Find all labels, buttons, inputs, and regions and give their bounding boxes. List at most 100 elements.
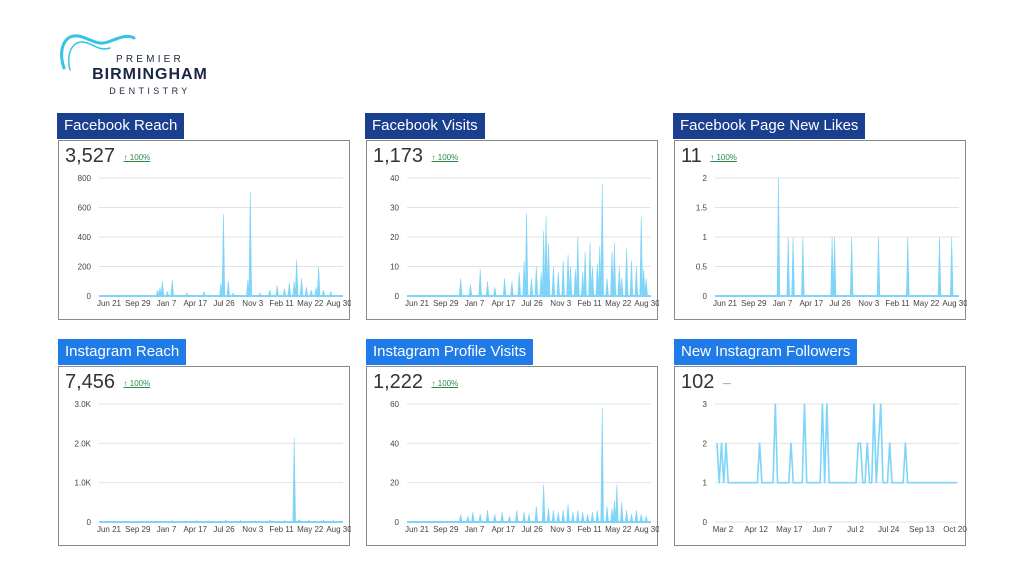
data-spike [522,512,526,523]
metric-change[interactable]: ↑ 100% [432,153,459,162]
x-tick-label: Jul 24 [878,525,900,534]
data-spike [321,290,326,297]
logo-line-3: DENTISTRY [109,86,191,96]
data-spike [615,484,619,523]
logo-line-1: PREMIER [116,54,184,65]
data-spike [294,259,299,297]
panel-title-new-instagram-followers: New Instagram Followers [674,339,858,365]
data-spike [585,514,590,523]
up-arrow-icon: ↑ [710,153,715,163]
data-spike [576,236,580,297]
x-tick-label: Jan 7 [465,299,485,308]
panel-title-facebook-visits: Facebook Visits [365,113,485,139]
data-spike [478,514,482,523]
data-spike [165,290,170,297]
metric-value: 1,173 [373,145,424,167]
data-spike [515,510,519,523]
x-tick-label: Sep 29 [433,525,459,534]
data-spike [639,216,643,297]
x-tick-label: Jan 7 [157,525,177,534]
change-percent: 100% [437,379,459,389]
data-spike [610,251,614,297]
x-tick-label: Aug 30 [326,525,351,534]
x-tick-label: Nov 3 [242,299,263,308]
data-spike [202,290,206,297]
x-tick-label: Jul 2 [847,525,864,534]
y-tick-label: 2.0K [75,439,92,448]
metric-change: — [722,379,731,389]
x-tick-label: Jun 21 [405,299,430,308]
data-spike [551,510,556,523]
panel-title-facebook-page-new-likes: Facebook Page New Likes [673,113,866,139]
metric-change[interactable]: ↑ 100% [432,379,459,388]
x-tick-label: Apr 17 [183,299,207,308]
data-spike [170,279,174,297]
data-spike [158,287,162,297]
series-line [716,403,957,484]
data-spike [568,266,573,297]
data-spike [610,508,614,523]
data-spike [292,281,296,297]
y-tick-label: 60 [390,400,399,409]
facebook-visits-panel: 1,173 ↑ 100% 40 30 20 10 0 Jun 21 Sep 29 Jan 7 A… [366,140,659,320]
data-spike [155,290,160,297]
data-spike [612,500,617,523]
facebook-reach-panel: 3,527 ↑ 100% 800 600 400 200 0 Jun 21 Sep 29 Ja… [58,140,351,320]
data-spike [458,278,463,297]
metric-change[interactable]: ↑ 100% [710,153,737,162]
metric-value: 102 [681,371,715,393]
y-tick-label: 0 [395,292,400,301]
data-spike [580,272,585,297]
data-spike [493,514,497,523]
logo-line-2: BIRMINGHAM [92,66,208,83]
data-spike [258,292,262,297]
data-spike [471,512,475,523]
panel-title-instagram-profile-visits: Instagram Profile Visits [366,339,534,365]
data-spike [238,519,243,523]
data-spike [493,287,497,297]
data-spike [297,519,302,523]
x-tick-label: Sep 29 [125,525,151,534]
data-spike [458,514,463,523]
data-spike [600,407,604,523]
metric-value: 3,527 [65,145,116,167]
metric-change[interactable]: ↑ 100% [124,379,151,388]
x-tick-label: Aug 30 [326,299,351,308]
panel-title-instagram-reach: Instagram Reach [58,339,187,365]
data-spike [478,269,482,297]
x-tick-label: Jun 21 [97,525,122,534]
metric-change[interactable]: ↑ 100% [124,153,151,162]
data-spike [304,287,309,297]
data-spike [231,292,236,297]
data-spike [566,254,570,297]
up-arrow-icon: ↑ [431,379,436,389]
metric-value: 11 [681,145,702,167]
metric-block: 7,456 ↑ 100% [65,371,150,394]
x-tick-label: Jun 7 [813,525,833,534]
new-instagram-followers-chart: 3 2 1 0 Mar 2 Apr 12 May 17 Jun 7 Jul 2 Jul 24 Sep… [703,400,967,534]
data-spike [534,506,539,523]
data-spike [316,266,321,297]
x-tick-label: Jul 26 [521,299,543,308]
data-spike [801,236,805,297]
x-tick-label: Aug 30 [634,299,659,308]
company-logo: PREMIER BIRMINGHAM DENTISTRY [56,30,216,100]
data-spike [629,514,634,523]
y-tick-label: 30 [390,204,399,213]
x-tick-label: Nov 3 [242,525,263,534]
up-arrow-icon: ↑ [123,379,128,389]
data-spike [219,282,223,297]
x-tick-label: Apr 17 [799,299,823,308]
x-tick-label: Nov 3 [858,299,879,308]
data-spike [206,520,212,523]
y-tick-label: 0 [703,518,708,527]
y-tick-label: 0 [87,518,92,527]
data-spike [634,510,639,523]
instagram-reach-chart: 3.0K 2.0K 1.0K 0 Jun 21 Sep 29 Jan 7 Apr 17 Jul … [75,400,351,534]
data-spike [184,292,189,297]
data-spike [306,519,311,523]
change-percent: 100% [716,153,737,163]
instagram-profile-visits-panel: 1,222 ↑ 100% 60 40 20 0 Jun 21 Sep 29 Jan 7 Apr… [366,366,659,546]
data-spike [619,278,624,297]
y-tick-label: 0 [87,292,92,301]
